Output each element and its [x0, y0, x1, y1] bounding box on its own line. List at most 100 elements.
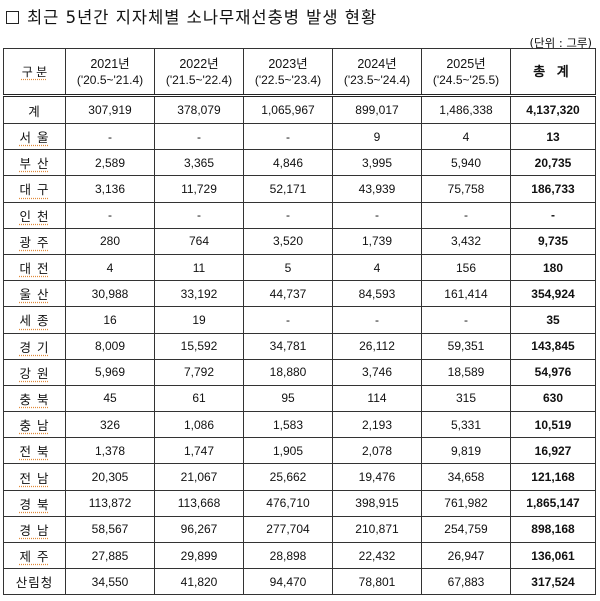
value-cell: 27,885 [65, 541, 155, 570]
value-cell: 4 [421, 122, 511, 151]
region-cell: 전 남 [3, 463, 66, 491]
region-cell: 제 주 [3, 541, 66, 570]
region-cell: 강 원 [3, 358, 66, 386]
value-cell: 3,365 [154, 149, 244, 177]
table-row: 충 남 326 1,086 1,583 2,193 5,331 10,519 [3, 411, 596, 439]
value-cell: 899,017 [332, 95, 422, 124]
value-cell: 41,820 [154, 568, 244, 596]
value-cell: - [243, 306, 333, 334]
value-cell: 307,919 [65, 95, 155, 124]
value-cell: 1,486,338 [421, 95, 511, 124]
header-year-2025: 2025년 ('24.5~'25.5) [421, 48, 511, 96]
region-cell: 서 울 [3, 122, 66, 151]
region-cell: 대 전 [3, 253, 66, 282]
value-cell: 78,801 [332, 568, 422, 596]
header-year-2022: 2022년 ('21.5~'22.4) [154, 48, 244, 96]
total-cell: - [510, 201, 596, 229]
region-cell: 계 [3, 95, 66, 124]
total-cell: 13 [510, 122, 596, 151]
total-cell: 4,137,320 [510, 95, 596, 124]
value-cell: - [65, 122, 155, 151]
value-cell: 4 [332, 253, 422, 282]
value-cell: 2,589 [65, 149, 155, 177]
value-cell: 95 [243, 384, 333, 413]
value-cell: 94,470 [243, 568, 333, 596]
value-cell: 19,476 [332, 463, 422, 491]
value-cell: 18,880 [243, 358, 333, 386]
value-cell: 16 [65, 306, 155, 334]
value-cell: 29,899 [154, 541, 244, 570]
value-cell: 18,589 [421, 358, 511, 386]
value-cell: 378,079 [154, 95, 244, 124]
total-cell: 898,168 [510, 515, 596, 544]
value-cell: 20,305 [65, 463, 155, 491]
value-cell: 1,086 [154, 411, 244, 439]
value-cell: 114 [332, 384, 422, 413]
value-cell: 30,988 [65, 280, 155, 308]
region-cell: 충 남 [3, 411, 66, 439]
value-cell: 96,267 [154, 515, 244, 544]
table-row: 강 원 5,969 7,792 18,880 3,746 18,589 54,976 [3, 358, 596, 386]
value-cell: 280 [65, 227, 155, 255]
value-cell: 43,939 [332, 175, 422, 203]
pine-wilt-disease-table: 구 분 2021년 ('20.5~'21.4) 2022년 ('21.5~'22.4… [3, 48, 596, 596]
value-cell: 1,905 [243, 437, 333, 465]
region-cell: 세 종 [3, 306, 66, 334]
table-row: 산림청 34,550 41,820 94,470 78,801 67,883 317,524 [3, 568, 596, 596]
value-cell: 2,078 [332, 437, 422, 465]
value-cell: 59,351 [421, 332, 511, 360]
header-year-2024: 2024년 ('23.5~'24.4) [332, 48, 422, 96]
value-cell: 315 [421, 384, 511, 413]
value-cell: 52,171 [243, 175, 333, 203]
value-cell: 11 [154, 253, 244, 282]
value-cell: 61 [154, 384, 244, 413]
value-cell: 26,112 [332, 332, 422, 360]
value-cell: 58,567 [65, 515, 155, 544]
value-cell: - [332, 201, 422, 229]
value-cell: - [243, 201, 333, 229]
value-cell: 19 [154, 306, 244, 334]
value-cell: 4,846 [243, 149, 333, 177]
region-cell: 경 북 [3, 489, 66, 517]
value-cell: 84,593 [332, 280, 422, 308]
total-cell: 121,168 [510, 463, 596, 491]
value-cell: 44,737 [243, 280, 333, 308]
region-cell: 충 북 [3, 384, 66, 413]
table-row: 서 울 - - -9 4 13 [3, 122, 596, 151]
total-cell: 317,524 [510, 568, 596, 596]
table-row: 충 북 45 61 95 114 315 630 [3, 384, 596, 413]
total-cell: 1,865,147 [510, 489, 596, 517]
table-row: 대 전 4 11 5 4 156 180 [3, 253, 596, 282]
value-cell: 3,746 [332, 358, 422, 386]
total-cell: 136,061 [510, 541, 596, 570]
total-cell: 35 [510, 306, 596, 334]
total-cell: 630 [510, 384, 596, 413]
value-cell: - [154, 201, 244, 229]
value-cell: - [421, 201, 511, 229]
value-cell: 5,940 [421, 149, 511, 177]
value-cell: 8,009 [65, 332, 155, 360]
table-row: 계 307,919 378,079 1,065,967 899,017 1,486,338… [3, 95, 596, 124]
table-row: 전 남 20,305 21,067 25,662 19,476 34,658 121,168 [3, 463, 596, 491]
value-cell: 21,067 [154, 463, 244, 491]
value-cell: 3,995 [332, 149, 422, 177]
value-cell: - [65, 201, 155, 229]
total-cell: 354,924 [510, 280, 596, 308]
total-cell: 20,735 [510, 149, 596, 177]
value-cell: 22,432 [332, 541, 422, 570]
value-cell: 75,758 [421, 175, 511, 203]
value-cell: 5,331 [421, 411, 511, 439]
total-cell: 143,845 [510, 332, 596, 360]
value-cell: 326 [65, 411, 155, 439]
value-cell: 3,432 [421, 227, 511, 255]
value-cell: 9,819 [421, 437, 511, 465]
header-row: 구 분 2021년 ('20.5~'21.4) 2022년 ('21.5~'22.4… [3, 48, 596, 96]
total-cell: 9,735 [510, 227, 596, 255]
table-row: 인 천------ [3, 201, 596, 229]
value-cell: 5,969 [65, 358, 155, 386]
region-cell: 광 주 [3, 227, 66, 255]
document-title: 최근 5년간 지자체별 소나무재선충병 발생 현황 [6, 4, 377, 28]
table-row: 전 북 1,378 1,747 1,905 2,078 9,819 16,927 [3, 437, 596, 465]
header-category: 구 분 [3, 48, 66, 96]
header-total: 총 계 [510, 48, 596, 96]
